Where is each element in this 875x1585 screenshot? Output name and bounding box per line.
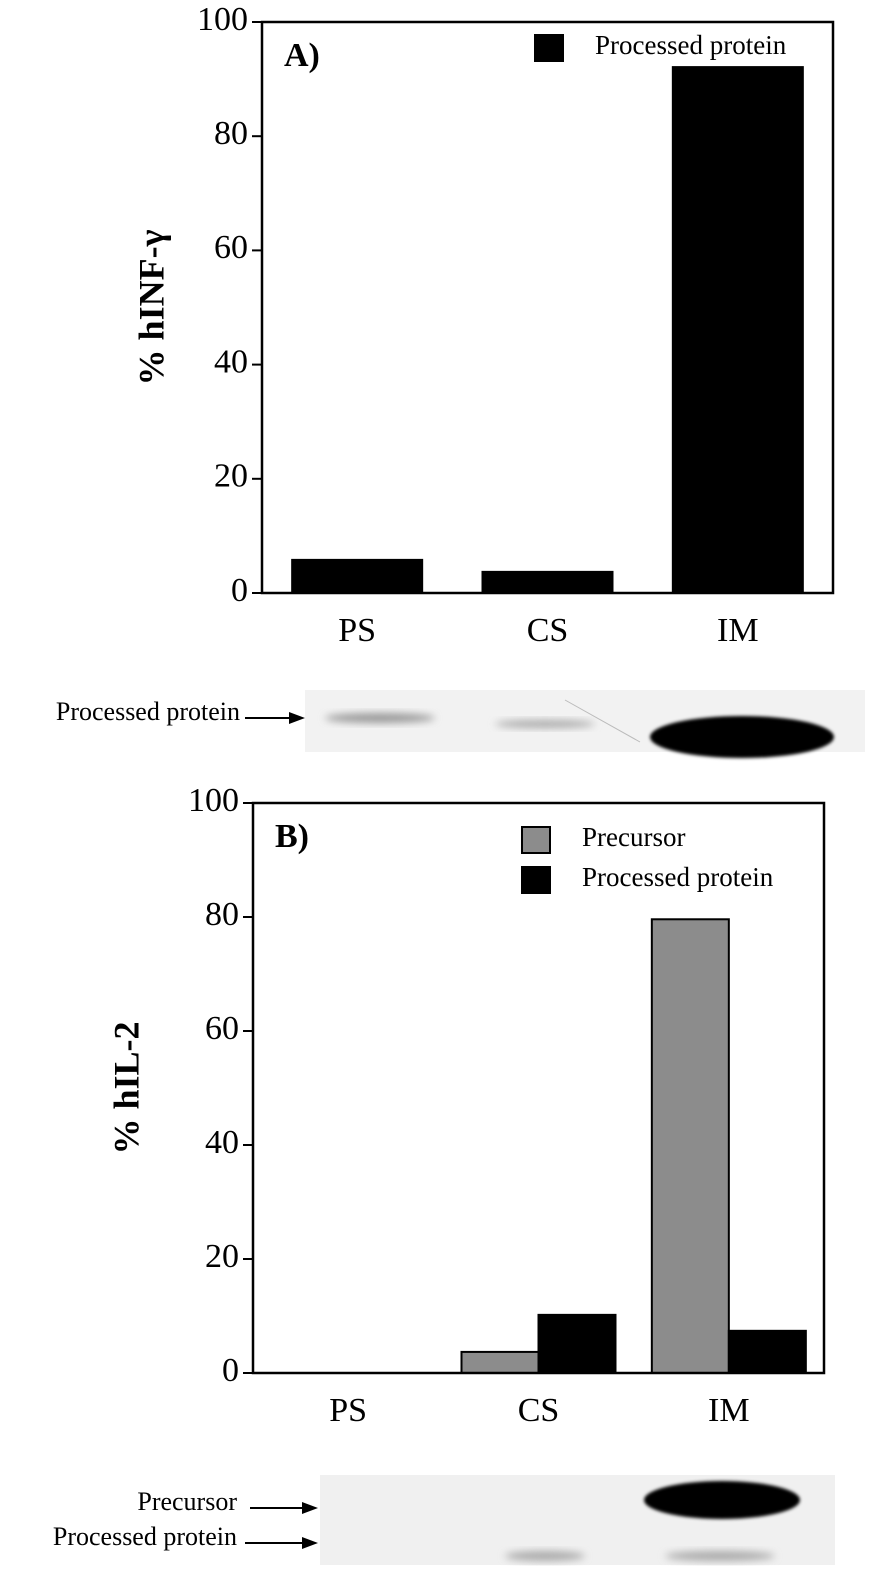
legend-label: Precursor [582, 822, 685, 852]
bar [292, 560, 422, 593]
y-tick-label: 60 [214, 229, 248, 266]
y-axis-label: % hIL-2 [106, 1021, 146, 1154]
y-axis-label: % hINF-γ [131, 229, 171, 385]
gel-a [305, 690, 865, 758]
panel-label: B) [275, 818, 309, 855]
legend-label: Processed protein [595, 30, 787, 60]
gel-arrow-head [302, 1537, 318, 1549]
x-tick-label: IM [708, 1392, 750, 1429]
y-tick-label: 0 [222, 1352, 239, 1389]
y-tick-label: 20 [205, 1238, 239, 1275]
panel-label: A) [284, 37, 320, 74]
gel-arrow-head [289, 712, 305, 724]
y-tick-label: 80 [214, 115, 248, 152]
figure: 0 20 40 60 80 100 PS CS IM % hINF-γ A) Processed pr… [0, 0, 875, 1585]
bar [673, 67, 803, 593]
bar [483, 572, 613, 593]
y-tick-label: 80 [205, 896, 239, 933]
legend-swatch [522, 827, 550, 853]
x-tick-label: PS [338, 612, 376, 649]
legend-swatch [522, 867, 550, 893]
x-tick-label: PS [329, 1392, 367, 1429]
y-tick-label: 100 [197, 1, 248, 38]
y-tick-label: 20 [214, 458, 248, 495]
y-tick-label: 40 [214, 343, 248, 380]
page: 0 20 40 60 80 100 PS CS IM % hINF-γ A) Processed pr… [0, 0, 875, 1585]
bar [652, 919, 729, 1373]
x-tick-label: CS [527, 612, 569, 649]
legend-swatch [535, 35, 563, 61]
y-tick-label: 40 [205, 1124, 239, 1161]
y-tick-label: 60 [205, 1010, 239, 1047]
gel-label: Precursor [137, 1487, 237, 1516]
bar [462, 1352, 539, 1373]
x-tick-label: IM [717, 612, 759, 649]
y-tick-label: 100 [188, 782, 239, 819]
bar [729, 1331, 806, 1373]
gel-arrow-head [302, 1502, 318, 1514]
gel-label: Processed protein [56, 697, 240, 726]
x-tick-label: CS [518, 1392, 560, 1429]
y-tick-label: 0 [231, 572, 248, 609]
bar [539, 1315, 616, 1373]
legend-label: Processed protein [582, 862, 774, 892]
gel-b [320, 1475, 835, 1565]
gel-label: Processed protein [53, 1522, 237, 1551]
